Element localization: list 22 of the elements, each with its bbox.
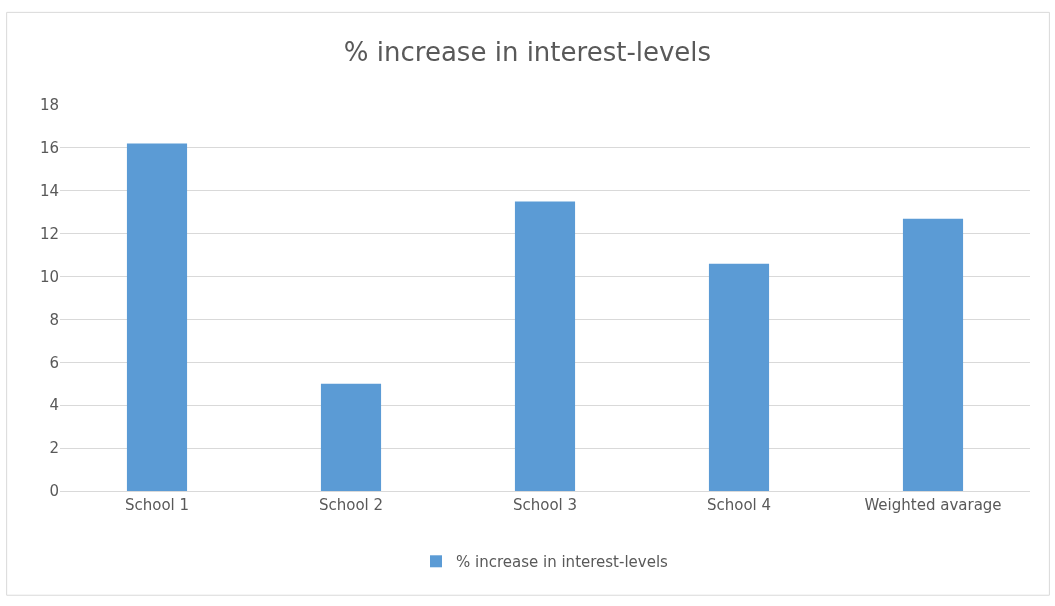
legend-label: % increase in interest-levels <box>456 553 669 572</box>
x-tick-label: School 1 <box>124 496 190 514</box>
y-tick-label: 4 <box>49 396 59 415</box>
y-tick-label: 16 <box>39 139 59 158</box>
y-tick-label: 8 <box>49 310 59 329</box>
chart-title: % increase in interest-levels <box>343 36 712 67</box>
bar <box>708 263 770 491</box>
y-tick-label: 18 <box>39 96 59 115</box>
y-tick-label: 0 <box>49 482 59 501</box>
y-tick-label: 6 <box>49 353 59 372</box>
y-tick-label: 2 <box>49 439 59 458</box>
bar <box>126 143 188 491</box>
x-tick-label: School 4 <box>706 496 772 514</box>
x-tick-label: School 3 <box>512 496 578 514</box>
bar <box>514 201 576 491</box>
bar <box>902 218 964 491</box>
y-tick-label: 10 <box>39 267 59 286</box>
x-tick-label: School 2 <box>318 496 384 514</box>
y-tick-label: 14 <box>39 182 59 201</box>
y-tick-label: 12 <box>39 224 59 243</box>
x-tick-label: Weighted avarage <box>864 496 1002 514</box>
bar <box>320 383 382 491</box>
